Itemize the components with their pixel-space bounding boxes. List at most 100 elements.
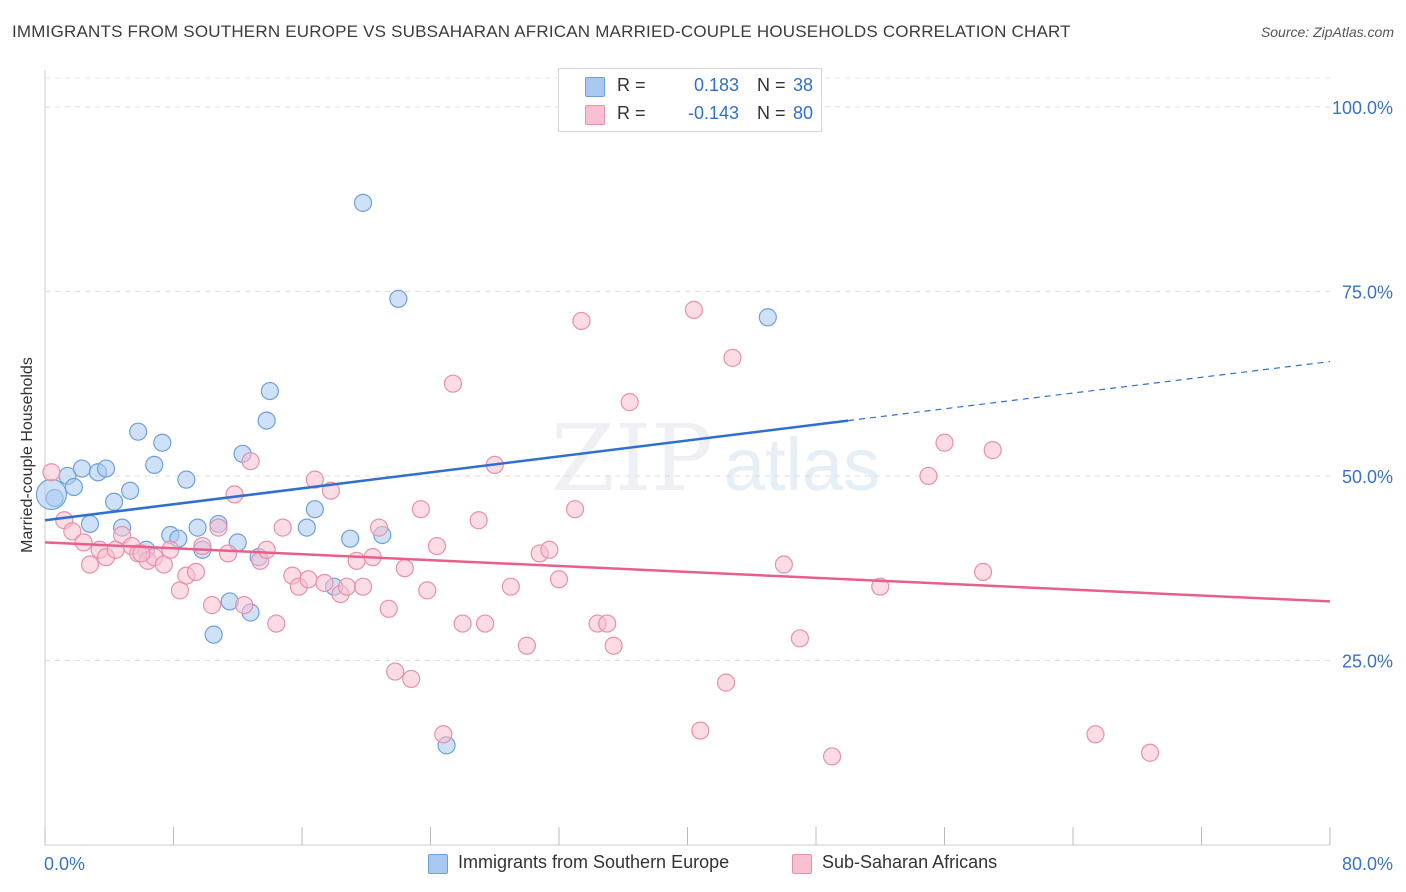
trend-lines (44, 360, 1331, 603)
point-subsaharan (983, 441, 1002, 460)
legend-swatch-pink (792, 854, 812, 874)
point-subsaharan (684, 300, 704, 319)
x-tick-label-min: 0.0% (44, 854, 85, 874)
point-southern-europe (96, 459, 116, 478)
point-subsaharan (501, 577, 520, 596)
n-label: N = (757, 103, 786, 123)
y-tick-label: 25.0% (1342, 651, 1393, 671)
point-subsaharan (453, 614, 472, 633)
y-tick-label: 50.0% (1342, 467, 1393, 487)
n-value: 38 (793, 75, 814, 95)
point-southern-europe (177, 470, 196, 489)
r-label: R = (617, 103, 646, 123)
legend-label: Sub-Saharan Africans (822, 852, 998, 872)
point-southern-europe (297, 518, 316, 537)
chart-title: IMMIGRANTS FROM SOUTHERN EUROPE VS SUBSA… (12, 22, 1071, 41)
point-southern-europe (257, 411, 276, 430)
point-southern-europe (129, 422, 148, 441)
r-label: R = (617, 75, 646, 95)
correlation-stats-box: R = 0.183 N = 38 R = -0.143 N = 80 (558, 68, 822, 132)
point-southern-europe (80, 514, 100, 534)
point-subsaharan (443, 374, 463, 393)
point-subsaharan (209, 518, 228, 537)
point-subsaharan (80, 555, 100, 574)
point-subsaharan (540, 540, 559, 559)
point-subsaharan (1086, 725, 1105, 744)
point-subsaharan (395, 559, 414, 578)
point-subsaharan (723, 348, 742, 367)
point-subsaharan (691, 721, 710, 740)
r-value: 0.183 (693, 75, 739, 95)
point-southern-europe (260, 381, 279, 401)
x-tick-label-max: 80.0% (1342, 854, 1393, 874)
point-subsaharan (565, 500, 585, 519)
point-subsaharan (353, 577, 373, 596)
n-value: 80 (793, 103, 814, 123)
point-southern-europe (145, 455, 164, 474)
point-subsaharan (469, 511, 488, 530)
point-southern-europe (353, 193, 373, 212)
point-subsaharan (1140, 743, 1160, 762)
point-southern-europe (389, 289, 408, 308)
point-southern-europe (204, 625, 223, 644)
stats-swatch-blue (585, 77, 605, 97)
axes (44, 70, 1331, 846)
watermark-zip: ZIP (551, 405, 713, 512)
point-southern-europe (341, 529, 360, 548)
point-southern-europe (64, 477, 84, 497)
point-subsaharan (434, 725, 453, 744)
point-subsaharan (822, 747, 842, 766)
point-subsaharan (257, 540, 276, 559)
point-subsaharan (935, 433, 954, 452)
trend-line-southern-europe (44, 419, 849, 522)
point-subsaharan (305, 470, 324, 489)
point-subsaharan (411, 500, 430, 519)
point-subsaharan (267, 614, 286, 633)
tick-labels: 25.0% 50.0% 75.0% 100.0% 0.0% 80.0% (44, 98, 1393, 874)
point-subsaharan (235, 596, 254, 615)
point-southern-europe (35, 478, 68, 511)
n-label: N = (757, 75, 786, 95)
point-subsaharan (132, 544, 151, 563)
point-subsaharan (871, 577, 890, 596)
point-subsaharan (186, 562, 206, 582)
point-southern-europe (104, 492, 124, 511)
point-subsaharan (370, 518, 389, 537)
r-value: -0.143 (687, 103, 739, 123)
point-subsaharan (74, 533, 93, 552)
point-southern-europe (153, 433, 172, 452)
point-subsaharan (427, 536, 447, 556)
point-subsaharan (193, 536, 212, 556)
point-subsaharan (225, 485, 244, 504)
point-subsaharan (42, 463, 61, 482)
trend-line-extension (848, 360, 1331, 422)
point-subsaharan (273, 518, 292, 537)
data-points (35, 193, 1160, 766)
point-subsaharan (299, 570, 318, 589)
point-subsaharan (598, 614, 617, 633)
y-tick-label: 75.0% (1342, 282, 1393, 302)
source-attribution: Source: ZipAtlas.com (1260, 24, 1394, 40)
point-subsaharan (517, 636, 536, 655)
point-southern-europe (758, 308, 777, 327)
stats-swatch-pink (585, 105, 605, 125)
point-subsaharan (790, 629, 810, 648)
point-subsaharan (386, 662, 405, 681)
trend-line-subsaharan (44, 541, 1331, 603)
point-subsaharan (919, 466, 938, 486)
point-subsaharan (716, 673, 736, 692)
point-subsaharan (63, 522, 82, 541)
point-subsaharan (774, 555, 793, 574)
point-subsaharan (219, 544, 238, 563)
point-subsaharan (337, 577, 357, 596)
y-tick-label: 100.0% (1332, 98, 1393, 118)
point-subsaharan (476, 614, 495, 633)
watermark: ZIP atlas (551, 405, 880, 512)
point-subsaharan (402, 669, 421, 689)
point-subsaharan (202, 596, 222, 615)
point-southern-europe (188, 518, 207, 537)
legend-swatch-blue (428, 854, 448, 874)
point-subsaharan (604, 636, 623, 655)
point-subsaharan (379, 599, 398, 618)
